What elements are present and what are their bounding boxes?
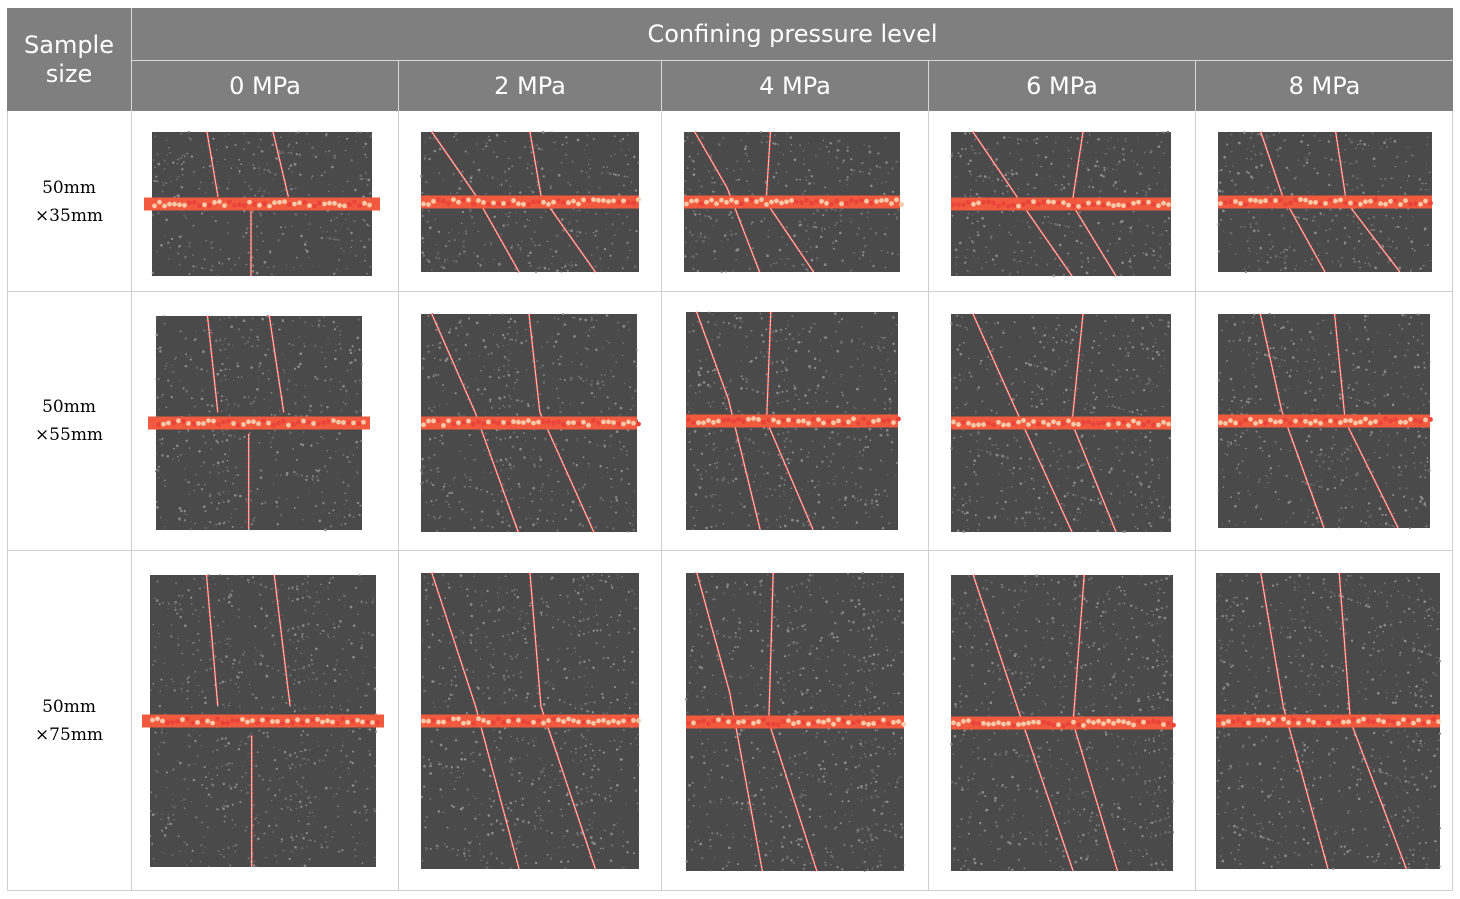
- grid-line: [398, 111, 399, 891]
- specimen-image-r0-c2: [662, 112, 928, 291]
- specimen-image-r2-c4: [1196, 551, 1453, 890]
- specimen-image-r1-c0: [132, 292, 398, 550]
- header-divider: [661, 61, 662, 111]
- column-header-label: 6 MPa: [1026, 71, 1098, 100]
- grid-line: [7, 111, 8, 891]
- specimen-image-r0-c0: [132, 112, 398, 291]
- specimen-image-r2-c1: [399, 551, 661, 890]
- group-header: Confining pressure level: [132, 8, 1453, 60]
- column-header-label: 4 MPa: [759, 71, 831, 100]
- row-label-text: 50mm ×35mm: [34, 177, 104, 226]
- specimen-image-r2-c0: [132, 551, 398, 890]
- header-divider: [398, 61, 399, 111]
- weak-band: [951, 197, 1171, 211]
- group-header-text: Confining pressure level: [647, 19, 938, 48]
- weak-band: [951, 416, 1171, 430]
- column-header-3: 6 MPa: [929, 61, 1195, 111]
- grid-line: [131, 111, 132, 891]
- row-label-1: 50mm ×55mm: [7, 292, 131, 550]
- header-divider: [1195, 61, 1196, 111]
- grid-line: [7, 890, 1453, 891]
- specimen-image-r2-c3: [929, 551, 1195, 890]
- column-header-label: 0 MPa: [229, 71, 301, 100]
- specimen-image-r1-c3: [929, 292, 1195, 550]
- row-label-0: 50mm ×35mm: [7, 112, 131, 291]
- grid-line: [7, 291, 1453, 292]
- row-label-text: 50mm ×55mm: [34, 397, 104, 445]
- specimen-image-r0-c4: [1196, 112, 1453, 291]
- column-header-label: 8 MPa: [1288, 71, 1361, 100]
- header-divider: [131, 8, 132, 111]
- specimen-image-r0-c1: [399, 112, 661, 291]
- column-header-2: 4 MPa: [662, 61, 928, 111]
- specimen-image-r1-c1: [399, 292, 661, 550]
- specimen-image-r1-c4: [1196, 292, 1453, 550]
- corner-header-text: Sample size: [24, 30, 114, 88]
- grid-line: [661, 111, 662, 891]
- column-header-4: 8 MPa: [1196, 61, 1453, 111]
- specimen-image-r2-c2: [662, 551, 928, 890]
- weak-band: [144, 197, 380, 211]
- row-label-text: 50mm ×75mm: [34, 697, 104, 745]
- results-table: Sample size Confining pressure level 0 M…: [7, 8, 1453, 891]
- header-divider: [132, 60, 1453, 61]
- specimen-image-r0-c3: [929, 112, 1195, 291]
- column-header-0: 0 MPa: [132, 61, 398, 111]
- column-header-label: 2 MPa: [494, 71, 566, 100]
- row-label-2: 50mm ×75mm: [7, 551, 131, 891]
- header-divider: [928, 61, 929, 111]
- column-header-1: 2 MPa: [399, 61, 661, 111]
- specimen-image-r1-c2: [662, 292, 928, 550]
- grid-line: [7, 550, 1453, 551]
- grid-line: [1452, 111, 1453, 891]
- corner-header: Sample size: [7, 8, 131, 111]
- grid-line: [1195, 111, 1196, 891]
- grid-line: [928, 111, 929, 891]
